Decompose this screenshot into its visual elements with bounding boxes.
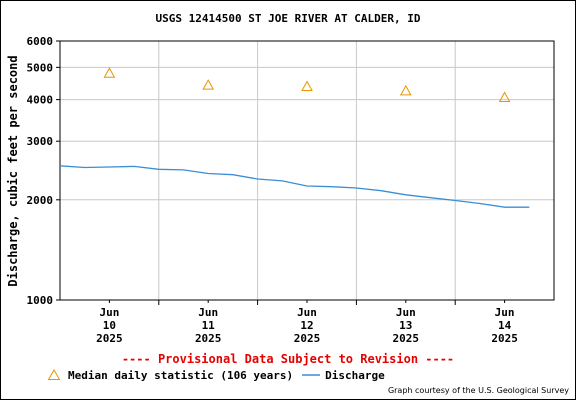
y-tick-label: 4000	[27, 94, 54, 107]
legend: Median daily statistic (106 years) Disch…	[47, 367, 385, 383]
x-tick-label: Jun	[495, 306, 515, 319]
x-tick-label: 13	[399, 319, 412, 332]
x-tick-label: Jun	[198, 306, 218, 319]
legend-item-median: Median daily statistic (106 years)	[47, 369, 293, 382]
line-icon	[302, 374, 321, 376]
median-marker	[301, 80, 313, 91]
provisional-notice: ---- Provisional Data Subject to Revisio…	[121, 352, 455, 366]
triangle-icon	[47, 369, 61, 380]
x-tick-label: 14	[498, 319, 512, 332]
y-axis-ticks: 1000 2000 3000 4000 5000 6000	[27, 35, 60, 307]
grid	[60, 41, 554, 300]
legend-discharge-label: Discharge	[325, 368, 385, 382]
chart-title: USGS 12414500 ST JOE RIVER AT CALDER, ID	[155, 12, 421, 25]
x-axis-ticks: Jun102025Jun112025Jun122025Jun132025Jun1…	[96, 300, 518, 345]
x-tick-label: 2025	[96, 332, 123, 345]
x-tick-label: 11	[202, 319, 216, 332]
x-tick-label: Jun	[297, 306, 317, 319]
y-tick-label: 2000	[27, 194, 54, 207]
y-tick-label: 3000	[27, 135, 54, 148]
credit-text: Graph courtesy of the U.S. Geological Su…	[387, 386, 569, 395]
x-tick-label: Jun	[99, 306, 119, 319]
plot-border	[59, 40, 555, 301]
y-axis-label: Discharge, cubic feet per second	[6, 55, 20, 286]
x-tick-label: 2025	[195, 332, 222, 345]
x-tick-label: Jun	[396, 306, 416, 319]
y-tick-label: 6000	[27, 35, 54, 48]
y-tick-label: 5000	[27, 61, 54, 74]
x-tick-label: 2025	[393, 332, 420, 345]
series	[59, 67, 530, 208]
median-marker	[202, 79, 215, 90]
x-tick-label: 12	[300, 319, 313, 332]
x-tick-label: 2025	[294, 332, 321, 345]
median-marker	[498, 91, 511, 102]
x-tick-label: 2025	[491, 332, 518, 345]
y-tick-label: 1000	[27, 294, 54, 307]
x-tick-label: 10	[103, 319, 116, 332]
legend-item-discharge: Discharge	[301, 369, 385, 382]
median-marker	[399, 84, 412, 96]
median-marker	[103, 67, 116, 78]
discharge-line	[59, 165, 530, 208]
legend-median-label: Median daily statistic (106 years)	[68, 368, 294, 382]
